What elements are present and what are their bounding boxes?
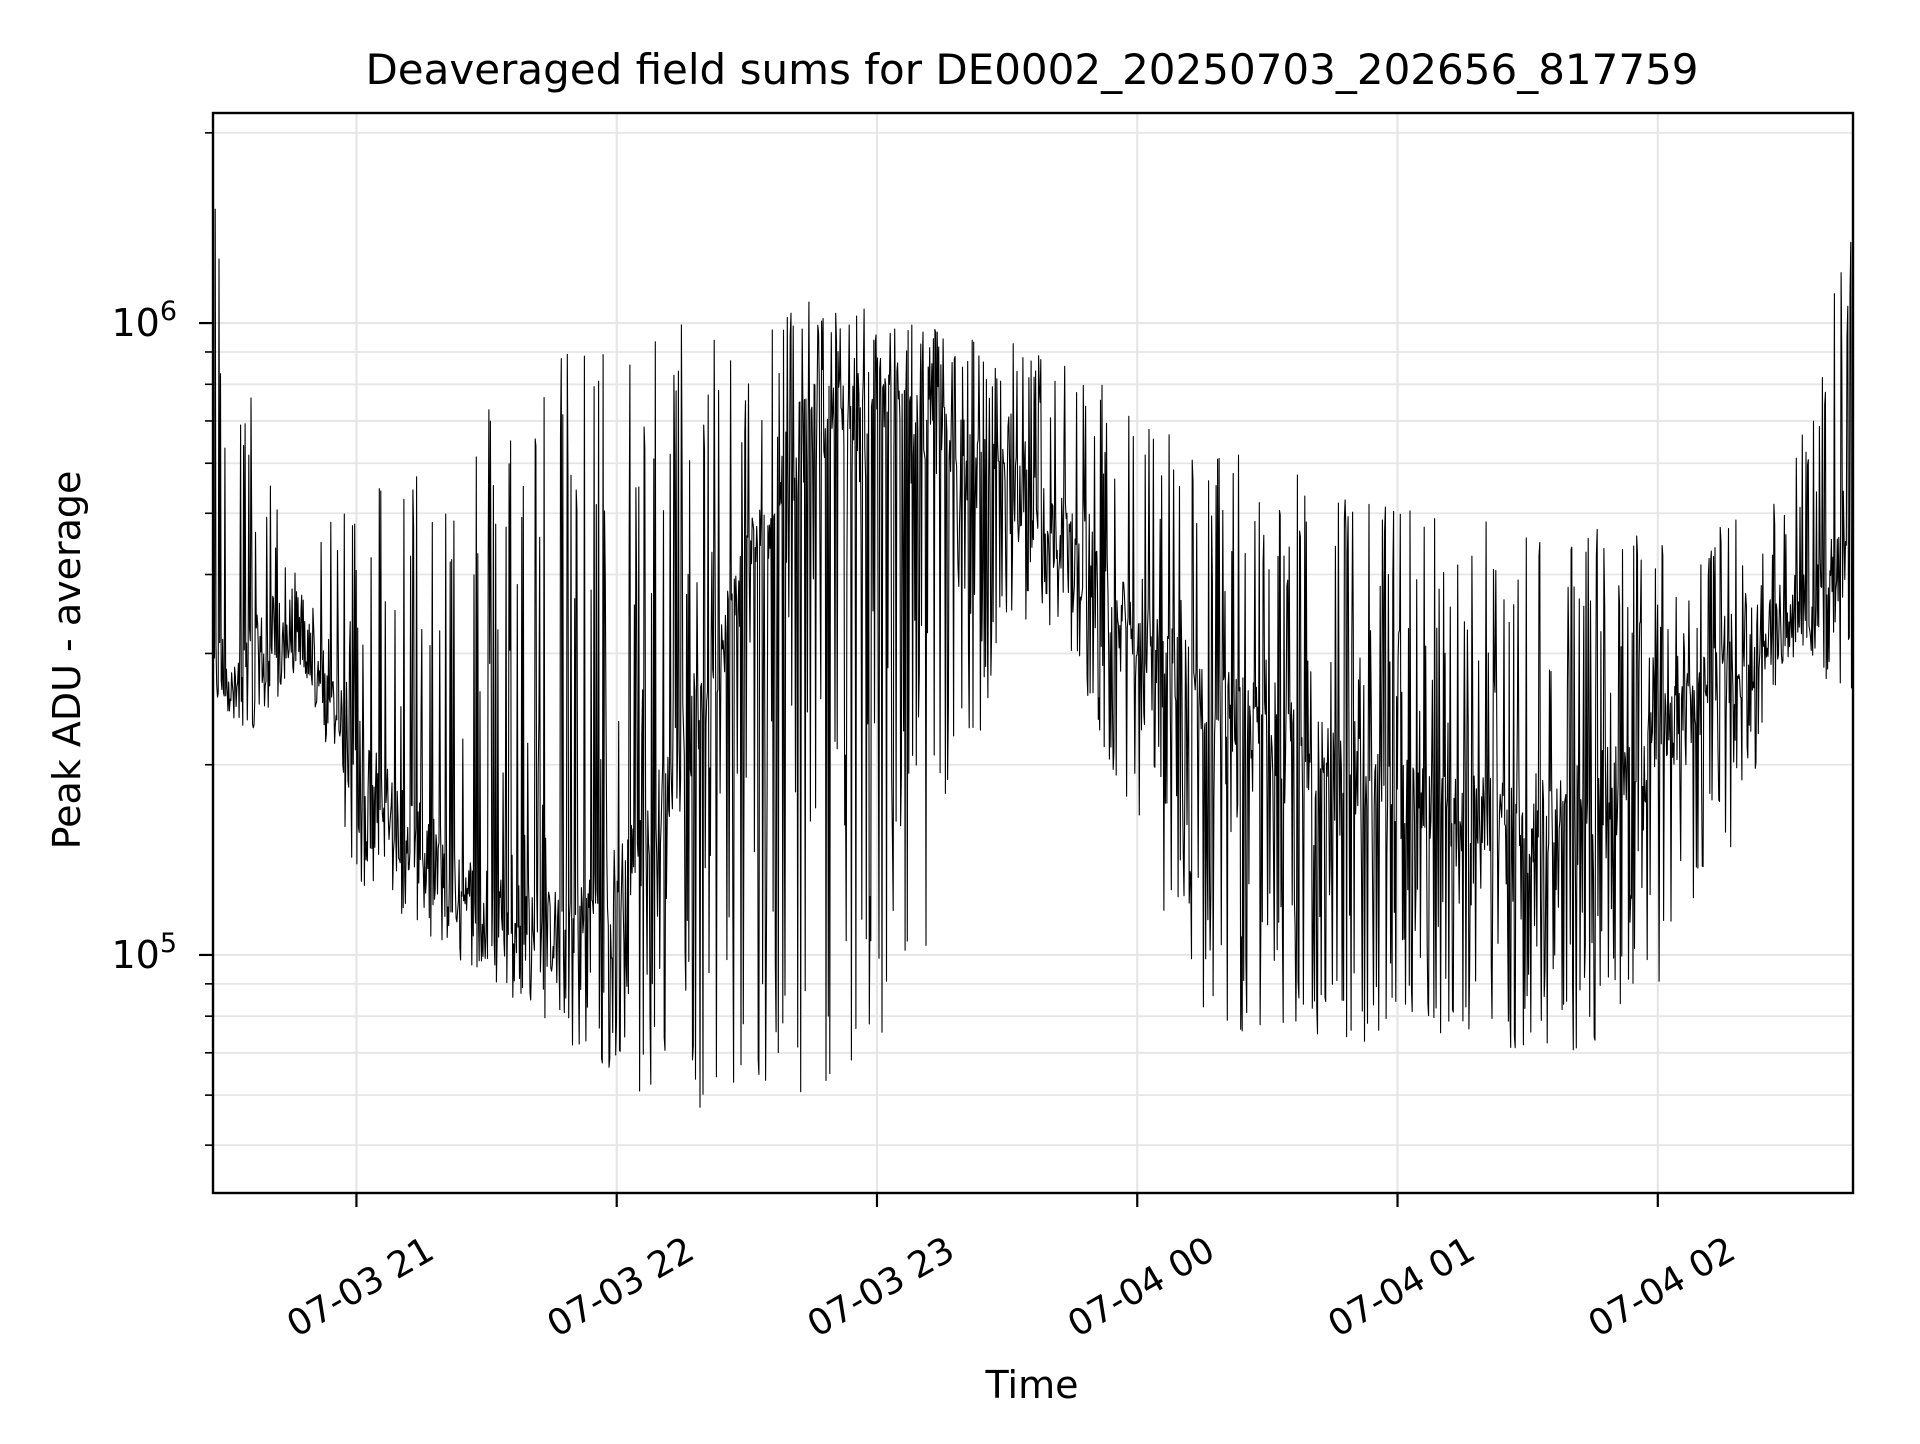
series-line	[212, 208, 1854, 1108]
chart-title: Deaveraged field sums for DE0002_2025070…	[365, 45, 1698, 94]
data-layer	[212, 208, 1854, 1108]
y-axis-label: Peak ADU - average	[45, 471, 89, 850]
x-axis-label: Time	[985, 1363, 1079, 1407]
y-tick-label: 106	[111, 296, 177, 345]
y-tick-label: 105	[111, 928, 177, 977]
